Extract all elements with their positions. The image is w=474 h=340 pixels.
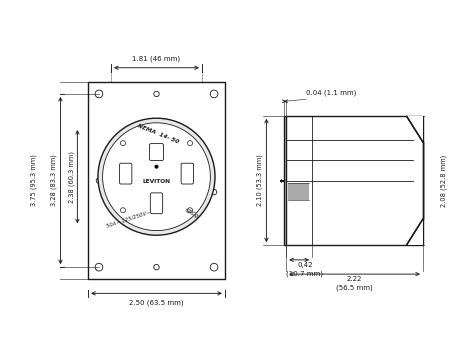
- Circle shape: [211, 189, 217, 195]
- Text: 2.22: 2.22: [347, 276, 362, 282]
- Circle shape: [120, 208, 126, 213]
- Circle shape: [154, 265, 159, 270]
- Text: (56.5 mm): (56.5 mm): [336, 285, 373, 291]
- Text: 50A~ 125/250V~: 50A~ 125/250V~: [106, 209, 152, 228]
- Text: 2.10 (53.3 mm): 2.10 (53.3 mm): [256, 155, 263, 206]
- Text: (10.7 mm): (10.7 mm): [286, 271, 323, 277]
- Bar: [407, 117, 423, 245]
- Circle shape: [210, 90, 218, 98]
- Circle shape: [102, 123, 210, 231]
- FancyBboxPatch shape: [181, 163, 193, 184]
- Text: 3.75 (95.3 mm): 3.75 (95.3 mm): [31, 155, 37, 206]
- Circle shape: [154, 91, 159, 97]
- Circle shape: [95, 264, 103, 271]
- Circle shape: [210, 264, 218, 271]
- Text: 1.81 (46 mm): 1.81 (46 mm): [132, 55, 181, 62]
- Circle shape: [98, 118, 215, 235]
- Bar: [88, 82, 225, 279]
- Text: NEMA  14- 50: NEMA 14- 50: [137, 124, 180, 145]
- Text: 2.38 (60.3 mm): 2.38 (60.3 mm): [68, 151, 75, 203]
- Text: 0,42: 0,42: [297, 262, 313, 268]
- Circle shape: [96, 178, 101, 183]
- FancyBboxPatch shape: [150, 143, 164, 160]
- FancyBboxPatch shape: [150, 193, 163, 214]
- Text: 2.50 (63.5 mm): 2.50 (63.5 mm): [129, 300, 184, 306]
- Circle shape: [155, 165, 158, 168]
- Circle shape: [95, 90, 103, 98]
- Bar: [286, 117, 423, 245]
- Bar: [284, 116, 286, 245]
- Circle shape: [188, 141, 192, 146]
- Text: LEVITON: LEVITON: [143, 179, 171, 184]
- Text: GRDg: GRDg: [183, 207, 199, 219]
- Circle shape: [120, 141, 126, 146]
- Bar: [288, 183, 310, 200]
- FancyBboxPatch shape: [119, 163, 132, 184]
- Circle shape: [188, 208, 192, 213]
- Text: 2.08 (52.8 mm): 2.08 (52.8 mm): [440, 154, 447, 207]
- Text: 0.04 (1.1 mm): 0.04 (1.1 mm): [306, 90, 356, 96]
- Text: 3.28 (83.3 mm): 3.28 (83.3 mm): [50, 155, 56, 206]
